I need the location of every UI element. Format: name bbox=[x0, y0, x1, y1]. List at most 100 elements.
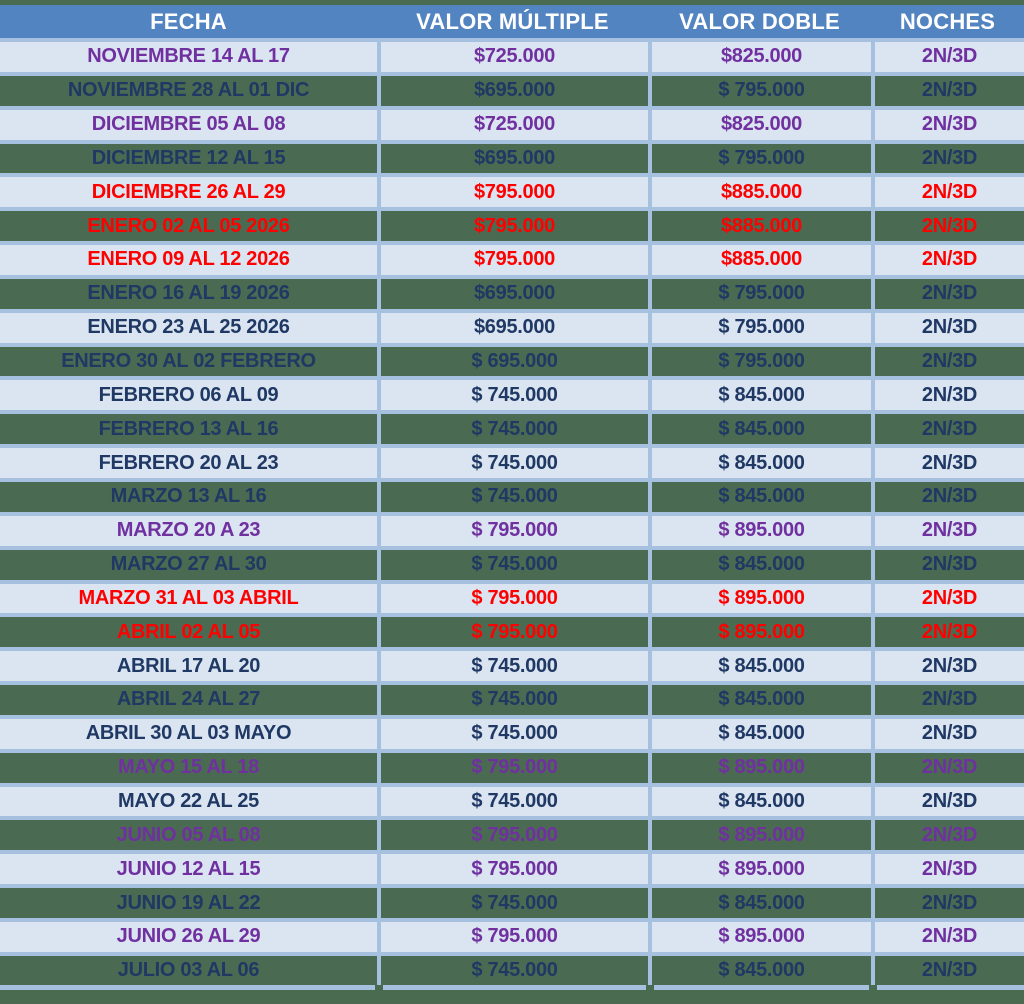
table-row: MARZO 13 AL 16 $ 745.000 $ 845.000 2N/3D bbox=[0, 481, 1024, 516]
multiple-cell: $ 745.000 bbox=[377, 786, 648, 821]
fecha-cell: FEBRERO 20 AL 23 bbox=[0, 448, 377, 482]
table-row: ABRIL 30 AL 03 MAYO $ 745.000 $ 845.000 … bbox=[0, 718, 1024, 753]
table-row: DICIEMBRE 26 AL 29 $795.000 $885.000 2N/… bbox=[0, 177, 1024, 212]
table-row: FEBRERO 20 AL 23 $ 745.000 $ 845.000 2N/… bbox=[0, 448, 1024, 482]
noches-cell: 2N/3D bbox=[871, 211, 1024, 246]
doble-cell: $ 845.000 bbox=[648, 380, 871, 415]
table-row: ENERO 30 AL 02 FEBRERO $ 695.000 $ 795.0… bbox=[0, 346, 1024, 381]
noches-cell: 2N/3D bbox=[871, 685, 1024, 719]
fecha-cell: JUNIO 12 AL 15 bbox=[0, 854, 377, 889]
doble-cell: $ 845.000 bbox=[648, 549, 871, 584]
fecha-cell: DICIEMBRE 12 AL 15 bbox=[0, 143, 377, 178]
noches-cell: 2N/3D bbox=[871, 42, 1024, 76]
fecha-cell: ENERO 02 AL 05 2026 bbox=[0, 211, 377, 246]
noches-cell: 2N/3D bbox=[871, 245, 1024, 279]
multiple-cell: $ 795.000 bbox=[377, 583, 648, 618]
multiple-cell: $695.000 bbox=[377, 278, 648, 313]
doble-cell: $ 845.000 bbox=[648, 955, 871, 985]
table-row: MARZO 20 A 23 $ 795.000 $ 895.000 2N/3D bbox=[0, 515, 1024, 550]
noches-cell: 2N/3D bbox=[871, 583, 1024, 618]
table-row: JUNIO 05 AL 08 $ 795.000 $ 895.000 2N/3D bbox=[0, 820, 1024, 855]
multiple-cell: $795.000 bbox=[377, 211, 648, 246]
table-row: FEBRERO 06 AL 09 $ 745.000 $ 845.000 2N/… bbox=[0, 380, 1024, 415]
noches-cell: 2N/3D bbox=[871, 414, 1024, 449]
fecha-cell: ENERO 09 AL 12 2026 bbox=[0, 245, 377, 279]
multiple-cell: $ 745.000 bbox=[377, 651, 648, 686]
doble-cell: $ 795.000 bbox=[648, 143, 871, 178]
doble-cell: $ 845.000 bbox=[648, 718, 871, 753]
table-body: NOVIEMBRE 14 AL 17 $725.000 $825.000 2N/… bbox=[0, 42, 1024, 985]
multiple-cell: $795.000 bbox=[377, 177, 648, 212]
noches-cell: 2N/3D bbox=[871, 955, 1024, 985]
fecha-cell: MAYO 15 AL 18 bbox=[0, 752, 377, 787]
table-row: MAYO 22 AL 25 $ 745.000 $ 845.000 2N/3D bbox=[0, 786, 1024, 821]
doble-cell: $ 845.000 bbox=[648, 786, 871, 821]
doble-cell: $ 895.000 bbox=[648, 854, 871, 889]
header-multiple: VALOR MÚLTIPLE bbox=[377, 5, 648, 42]
doble-cell: $ 895.000 bbox=[648, 515, 871, 550]
table-row: NOVIEMBRE 14 AL 17 $725.000 $825.000 2N/… bbox=[0, 42, 1024, 76]
table-row: ENERO 09 AL 12 2026 $795.000 $885.000 2N… bbox=[0, 245, 1024, 279]
fecha-cell: FEBRERO 13 AL 16 bbox=[0, 414, 377, 449]
table-row: ABRIL 02 AL 05 $ 795.000 $ 895.000 2N/3D bbox=[0, 617, 1024, 652]
table-row: ABRIL 24 AL 27 $ 745.000 $ 845.000 2N/3D bbox=[0, 685, 1024, 719]
doble-cell: $ 895.000 bbox=[648, 617, 871, 652]
multiple-cell: $ 695.000 bbox=[377, 346, 648, 381]
fecha-cell: ABRIL 24 AL 27 bbox=[0, 685, 377, 719]
noches-cell: 2N/3D bbox=[871, 921, 1024, 956]
multiple-cell: $ 795.000 bbox=[377, 515, 648, 550]
noches-cell: 2N/3D bbox=[871, 888, 1024, 922]
fecha-cell: MARZO 27 AL 30 bbox=[0, 549, 377, 584]
multiple-cell: $ 795.000 bbox=[377, 854, 648, 889]
noches-cell: 2N/3D bbox=[871, 820, 1024, 855]
bottom-border-segment bbox=[654, 985, 869, 990]
noches-cell: 2N/3D bbox=[871, 854, 1024, 889]
fecha-cell: ENERO 16 AL 19 2026 bbox=[0, 278, 377, 313]
doble-cell: $825.000 bbox=[648, 109, 871, 144]
doble-cell: $885.000 bbox=[648, 177, 871, 212]
multiple-cell: $ 745.000 bbox=[377, 448, 648, 482]
table-row: ENERO 23 AL 25 2026 $695.000 $ 795.000 2… bbox=[0, 312, 1024, 347]
noches-cell: 2N/3D bbox=[871, 549, 1024, 584]
doble-cell: $ 845.000 bbox=[648, 685, 871, 719]
doble-cell: $ 845.000 bbox=[648, 414, 871, 449]
multiple-cell: $ 745.000 bbox=[377, 481, 648, 516]
noches-cell: 2N/3D bbox=[871, 177, 1024, 212]
fecha-cell: MARZO 31 AL 03 ABRIL bbox=[0, 583, 377, 618]
fecha-cell: ABRIL 30 AL 03 MAYO bbox=[0, 718, 377, 753]
multiple-cell: $ 745.000 bbox=[377, 685, 648, 719]
fecha-cell: FEBRERO 06 AL 09 bbox=[0, 380, 377, 415]
multiple-cell: $ 745.000 bbox=[377, 380, 648, 415]
fecha-cell: ENERO 30 AL 02 FEBRERO bbox=[0, 346, 377, 381]
bottom-green-strip bbox=[0, 985, 1024, 1004]
multiple-cell: $725.000 bbox=[377, 42, 648, 76]
table-row: DICIEMBRE 05 AL 08 $725.000 $825.000 2N/… bbox=[0, 109, 1024, 144]
fecha-cell: DICIEMBRE 26 AL 29 bbox=[0, 177, 377, 212]
multiple-cell: $ 745.000 bbox=[377, 888, 648, 922]
table-header: FECHA VALOR MÚLTIPLE VALOR DOBLE NOCHES bbox=[0, 5, 1024, 42]
table-row: ENERO 02 AL 05 2026 $795.000 $885.000 2N… bbox=[0, 211, 1024, 246]
doble-cell: $ 845.000 bbox=[648, 888, 871, 922]
doble-cell: $885.000 bbox=[648, 211, 871, 246]
fecha-cell: JUNIO 05 AL 08 bbox=[0, 820, 377, 855]
doble-cell: $ 895.000 bbox=[648, 921, 871, 956]
multiple-cell: $ 745.000 bbox=[377, 955, 648, 985]
doble-cell: $ 845.000 bbox=[648, 651, 871, 686]
doble-cell: $ 845.000 bbox=[648, 481, 871, 516]
bottom-border-segment bbox=[0, 985, 375, 990]
noches-cell: 2N/3D bbox=[871, 786, 1024, 821]
multiple-cell: $695.000 bbox=[377, 143, 648, 178]
fecha-cell: NOVIEMBRE 28 AL 01 DIC bbox=[0, 75, 377, 110]
noches-cell: 2N/3D bbox=[871, 752, 1024, 787]
doble-cell: $885.000 bbox=[648, 245, 871, 279]
doble-cell: $ 895.000 bbox=[648, 583, 871, 618]
noches-cell: 2N/3D bbox=[871, 278, 1024, 313]
table-row: ABRIL 17 AL 20 $ 745.000 $ 845.000 2N/3D bbox=[0, 651, 1024, 686]
multiple-cell: $695.000 bbox=[377, 75, 648, 110]
table-row: MARZO 27 AL 30 $ 745.000 $ 845.000 2N/3D bbox=[0, 549, 1024, 584]
noches-cell: 2N/3D bbox=[871, 515, 1024, 550]
fecha-cell: NOVIEMBRE 14 AL 17 bbox=[0, 42, 377, 76]
doble-cell: $ 895.000 bbox=[648, 820, 871, 855]
doble-cell: $ 795.000 bbox=[648, 346, 871, 381]
